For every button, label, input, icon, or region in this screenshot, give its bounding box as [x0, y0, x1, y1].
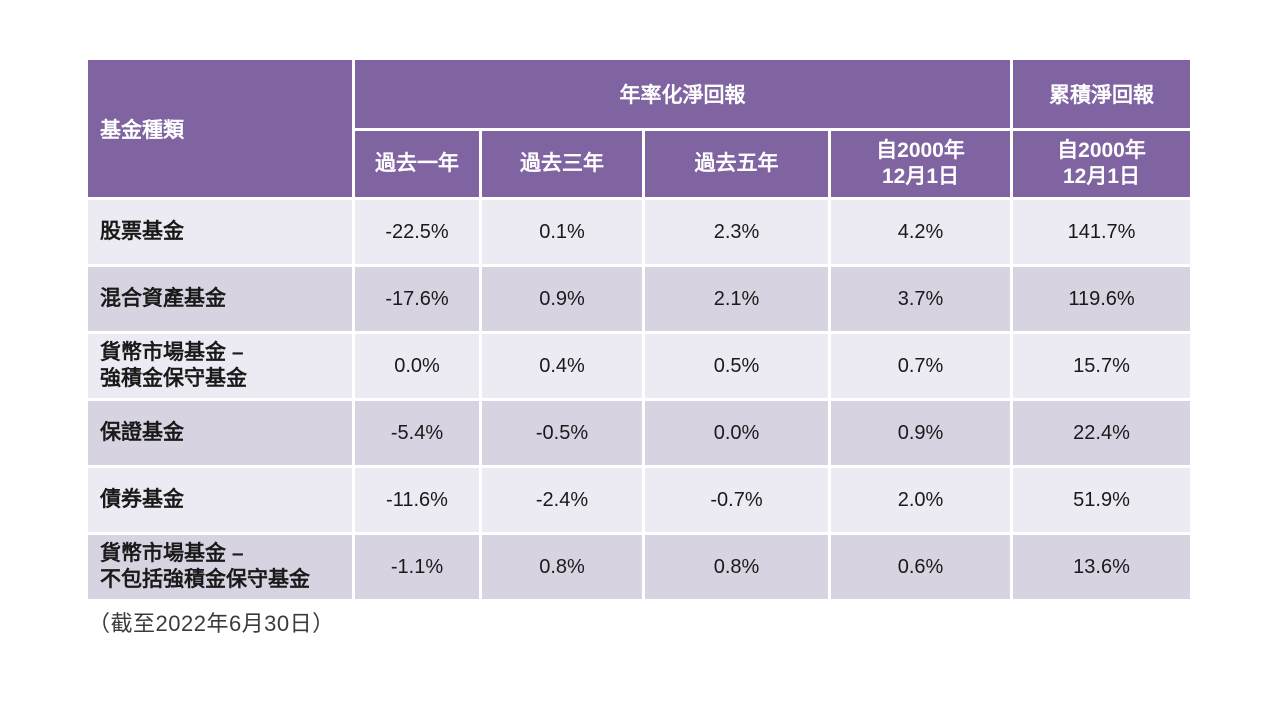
value-cell: -17.6% — [352, 264, 482, 334]
table-header: 基金種類 年率化淨回報 累積淨回報 過去一年 過去三年 過去五年 自2000年 12月1日自… — [85, 57, 1193, 200]
column-header-cell: 過去三年 — [479, 128, 645, 200]
table-row: 貨幣市場基金 – 不包括強積金保守基金 -1.1% 0.8% 0.8% 0.6% 13.6… — [85, 532, 1193, 602]
value-cell: -5.4% — [352, 398, 482, 468]
group-header-cell: 累積淨回報 — [1010, 57, 1193, 131]
value-cell: 0.7% — [828, 331, 1013, 401]
value-cell: 0.5% — [642, 331, 831, 401]
value-cell: -0.5% — [479, 398, 645, 468]
row-label: 股票基金 — [85, 197, 355, 267]
value-cell: 0.8% — [479, 532, 645, 602]
column-header-cell: 過去五年 — [642, 128, 831, 200]
header-row-groups: 基金種類 年率化淨回報 累積淨回報 — [85, 57, 1193, 200]
table-row: 貨幣市場基金 – 強積金保守基金 0.0% 0.4% 0.5% 0.7% 15.7% — [85, 331, 1193, 401]
value-cell: 0.6% — [828, 532, 1013, 602]
value-cell: 0.0% — [352, 331, 482, 401]
value-cell: 119.6% — [1010, 264, 1193, 334]
column-header-cell: 自2000年 12月1日 — [828, 128, 1013, 200]
table-row: 混合資產基金 -17.6% 0.9% 2.1% 3.7% 119.6% — [85, 264, 1193, 334]
value-cell: -22.5% — [352, 197, 482, 267]
value-cell: 13.6% — [1010, 532, 1193, 602]
value-cell: 2.0% — [828, 465, 1013, 535]
row-label: 債券基金 — [85, 465, 355, 535]
table-row: 股票基金 -22.5% 0.1% 2.3% 4.2% 141.7% — [85, 197, 1193, 267]
value-cell: 4.2% — [828, 197, 1013, 267]
value-cell: 2.1% — [642, 264, 831, 334]
fund-returns-table: 基金種類 年率化淨回報 累積淨回報 過去一年 過去三年 過去五年 自2000年 12月1日自… — [85, 57, 1193, 602]
table-row: 債券基金 -11.6% -2.4% -0.7% 2.0% 51.9% — [85, 465, 1193, 535]
value-cell: -2.4% — [479, 465, 645, 535]
column-header-cell: 過去一年 — [352, 128, 482, 200]
value-cell: 15.7% — [1010, 331, 1193, 401]
value-cell: 51.9% — [1010, 465, 1193, 535]
row-label: 貨幣市場基金 – 不包括強積金保守基金 — [85, 532, 355, 602]
value-cell: 0.4% — [479, 331, 645, 401]
row-label: 貨幣市場基金 – 強積金保守基金 — [85, 331, 355, 401]
table-row: 保證基金 -5.4% -0.5% 0.0% 0.9% 22.4% — [85, 398, 1193, 468]
value-cell: 0.9% — [479, 264, 645, 334]
value-cell: 22.4% — [1010, 398, 1193, 468]
value-cell: 141.7% — [1010, 197, 1193, 267]
row-label: 保證基金 — [85, 398, 355, 468]
table-body: 股票基金 -22.5% 0.1% 2.3% 4.2% 141.7% 混合資產基金 -17.6%… — [85, 197, 1193, 602]
as-of-date-footnote: （截至2022年6月30日） — [88, 611, 335, 636]
corner-header-cell: 基金種類 — [85, 57, 355, 200]
value-cell: 0.8% — [642, 532, 831, 602]
row-label: 混合資產基金 — [85, 264, 355, 334]
value-cell: -0.7% — [642, 465, 831, 535]
column-header-cell: 自2000年 12月1日 — [1010, 128, 1193, 200]
value-cell: -11.6% — [352, 465, 482, 535]
value-cell: 3.7% — [828, 264, 1013, 334]
value-cell: 0.1% — [479, 197, 645, 267]
value-cell: 0.9% — [828, 398, 1013, 468]
group-header-cell: 年率化淨回報 — [352, 57, 1013, 131]
value-cell: 2.3% — [642, 197, 831, 267]
value-cell: 0.0% — [642, 398, 831, 468]
value-cell: -1.1% — [352, 532, 482, 602]
header-row-columns: 過去一年 過去三年 過去五年 自2000年 12月1日 自2000年 12月1日 — [87, 128, 1193, 200]
